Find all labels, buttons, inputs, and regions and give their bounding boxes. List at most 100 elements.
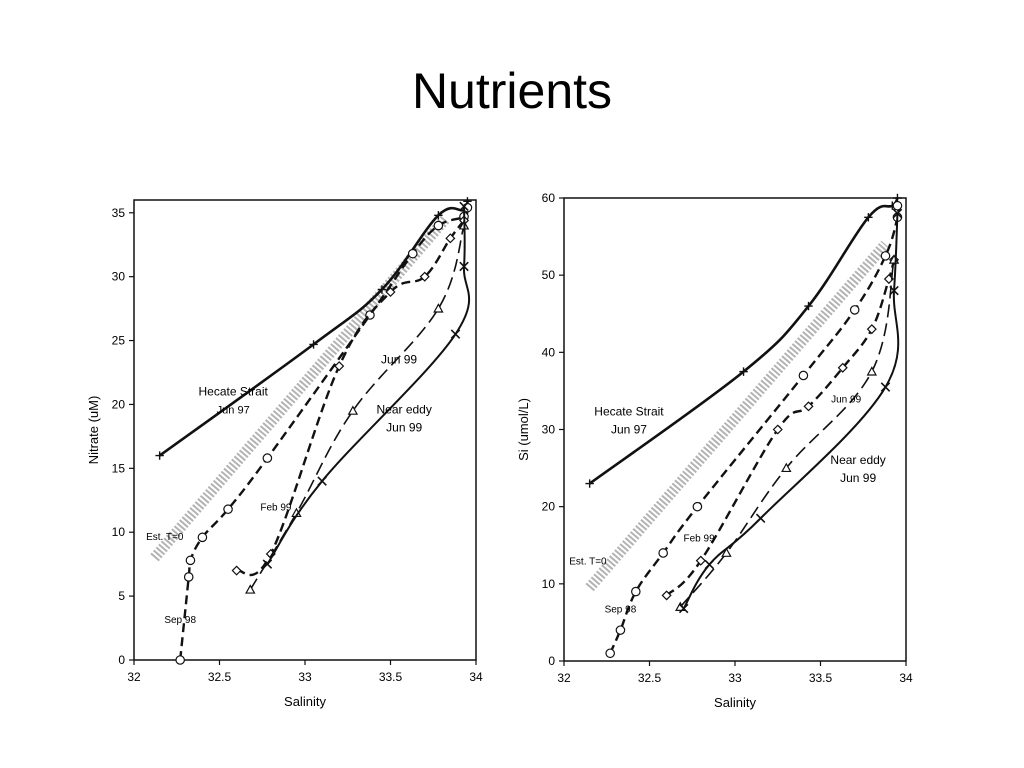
circle-marker xyxy=(223,504,233,515)
circle-marker xyxy=(262,453,273,463)
diamond-marker xyxy=(803,401,814,412)
annotation-label: Jun 99 xyxy=(386,420,422,434)
circle-marker xyxy=(197,532,208,543)
series-1 xyxy=(605,200,903,659)
series-line xyxy=(665,259,896,597)
y-tick-label: 30 xyxy=(542,423,556,437)
circle-marker xyxy=(615,625,626,635)
annotation-label: Sep 98 xyxy=(605,604,637,615)
y-tick-label: 10 xyxy=(542,577,556,591)
x-marker xyxy=(459,201,469,212)
x-tick-label: 32.5 xyxy=(208,670,232,684)
x-tick-label: 33.5 xyxy=(809,671,833,685)
circle-marker xyxy=(798,370,809,381)
y-tick-label: 10 xyxy=(112,525,126,539)
y-tick-label: 30 xyxy=(112,270,126,284)
diamond-marker xyxy=(231,565,242,576)
triangle-marker xyxy=(781,462,792,473)
estimate-band xyxy=(585,240,890,592)
x-axis-label: Salinity xyxy=(284,694,326,709)
annotation-label: Feb 99 xyxy=(260,503,292,514)
y-tick-label: 40 xyxy=(542,345,556,359)
y-axis-label: Nitrate (uM) xyxy=(86,396,101,465)
circle-marker xyxy=(433,220,444,231)
triangle-marker xyxy=(347,405,359,415)
annotation-label: Hecate Strait xyxy=(198,385,268,399)
series-line xyxy=(609,205,900,654)
x-tick-label: 32 xyxy=(127,670,141,684)
series-4 xyxy=(262,201,471,569)
annotation-label: Jun 97 xyxy=(217,404,250,416)
circle-marker xyxy=(692,501,703,512)
plus-marker xyxy=(309,340,318,349)
x-tick-label: 32 xyxy=(557,671,571,685)
x-axis-label: Salinity xyxy=(714,695,756,710)
plus-marker xyxy=(893,193,902,203)
y-tick-label: 0 xyxy=(118,653,125,667)
series-4 xyxy=(678,208,903,614)
diamond-marker xyxy=(837,362,848,373)
circle-marker xyxy=(880,251,891,261)
x-marker xyxy=(889,285,899,296)
y-tick-label: 50 xyxy=(542,268,556,282)
plus-marker xyxy=(377,285,387,294)
annotation-label: Near eddy xyxy=(830,453,885,467)
annotation-label: Jun 99 xyxy=(831,394,861,405)
slide-title: Nutrients xyxy=(411,63,613,119)
circle-marker xyxy=(658,548,668,558)
annotation-label: Near eddy xyxy=(376,402,431,416)
annotation-label: Jun 99 xyxy=(840,471,876,485)
x-tick-label: 33.5 xyxy=(379,670,403,684)
series-1 xyxy=(175,202,473,665)
x-tick-label: 34 xyxy=(469,670,483,684)
diamond-marker xyxy=(695,555,706,566)
series-line xyxy=(588,197,899,485)
triangle-marker xyxy=(433,303,444,313)
circle-marker xyxy=(631,586,641,597)
x-tick-label: 33 xyxy=(298,670,312,684)
y-tick-label: 25 xyxy=(112,334,126,348)
annotation-label: Est. T=0 xyxy=(146,532,184,543)
x-marker xyxy=(678,603,689,614)
annotation-label: Est. T=0 xyxy=(569,557,607,568)
series-line xyxy=(682,213,900,610)
series-0 xyxy=(585,193,902,488)
circle-marker xyxy=(605,648,615,659)
plus-marker xyxy=(804,301,813,311)
diamond-marker xyxy=(419,271,430,282)
plus-marker xyxy=(434,211,443,220)
x-tick-label: 33 xyxy=(728,671,742,685)
circle-marker xyxy=(407,248,418,259)
x-marker xyxy=(755,513,766,524)
series-line xyxy=(679,259,895,608)
annotation-label: Sep 98 xyxy=(164,615,196,626)
circle-marker xyxy=(892,200,903,211)
circle-marker xyxy=(185,555,196,566)
diamond-marker xyxy=(866,324,877,335)
annotation-label: Jun 99 xyxy=(381,353,417,367)
series-5 xyxy=(585,240,890,592)
y-tick-label: 5 xyxy=(118,589,125,603)
x-marker xyxy=(317,476,327,486)
series-2 xyxy=(231,215,470,577)
y-tick-label: 60 xyxy=(542,191,556,205)
annotation-label: Hecate Strait xyxy=(594,405,664,419)
y-tick-label: 20 xyxy=(112,397,126,411)
diamond-marker xyxy=(661,590,672,601)
x-marker xyxy=(459,261,469,272)
diamond-marker xyxy=(385,286,396,298)
series-line xyxy=(236,219,465,577)
series-3 xyxy=(675,254,900,611)
diamond-marker xyxy=(772,424,783,435)
x-marker xyxy=(704,559,715,570)
circle-marker xyxy=(175,655,185,665)
y-tick-label: 0 xyxy=(548,654,555,668)
triangle-marker xyxy=(866,366,878,376)
plot-frame xyxy=(133,199,477,661)
series-line xyxy=(158,200,469,457)
x-marker xyxy=(892,208,903,219)
triangle-marker xyxy=(721,547,732,557)
x-marker xyxy=(262,559,273,569)
annotation-label: Feb 99 xyxy=(684,533,716,544)
silicate-salinity-chart: 32 32.5 33 33.5 34 0 10 20 30 40 50 60 Salinity Si (u… xyxy=(516,191,913,710)
